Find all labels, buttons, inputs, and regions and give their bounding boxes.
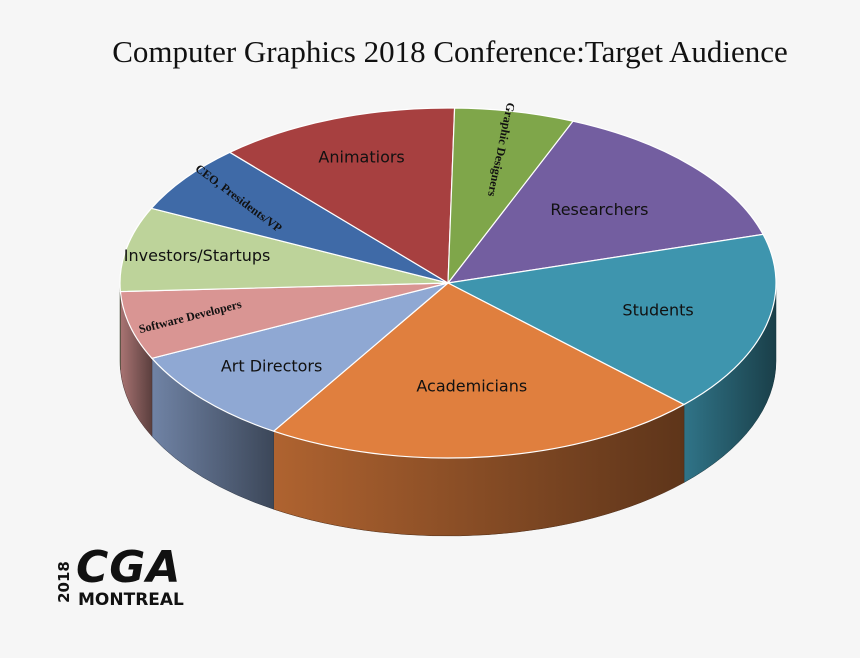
logo-year: 2018 [55,561,73,603]
slice-label-researchers: Researchers [550,200,648,219]
slice-ceo-presidents-vp [150,151,449,284]
slice-art-directors [151,282,449,432]
slice-label-animatiors: Animatiors [318,148,404,167]
logo-city: MONTREAL [78,590,184,610]
slice-animatiors [229,107,456,284]
slice-label-investors-startups: Investors/Startups [124,246,271,265]
slice-label-art-directors: Art Directors [221,356,323,375]
slice-label-academicians: Academicians [416,377,527,396]
slice-researchers [447,120,764,284]
slice-students [447,233,777,406]
slice-academicians [273,282,685,459]
slice-software-developers [119,282,449,359]
slice-label-students: Students [622,300,693,319]
slice-graphic-designers [447,107,574,284]
cga-logo: 2018 CGA MONTREAL [55,542,236,616]
chart-title: Computer Graphics 2018 Conference:Target… [112,34,788,69]
slice-investors-startups [119,207,449,293]
logo-name: CGA [76,542,182,593]
